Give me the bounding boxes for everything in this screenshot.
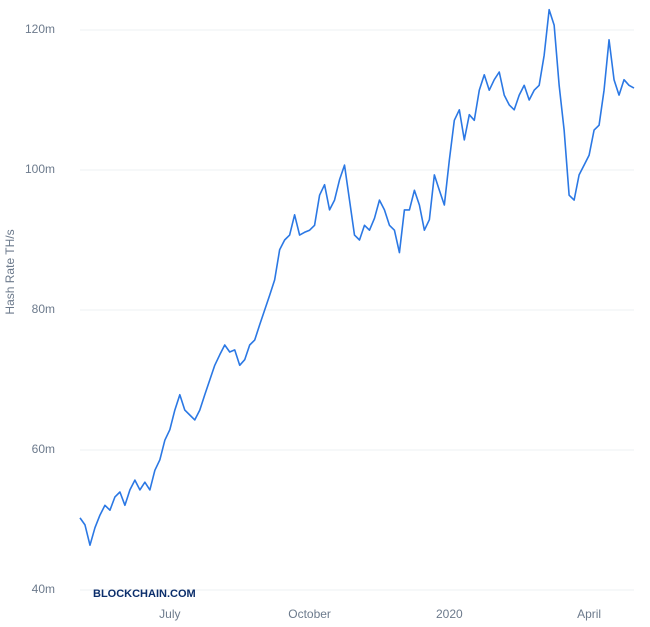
y-tick-label: 100m xyxy=(25,162,55,176)
y-tick-label: 60m xyxy=(32,442,55,456)
watermark: BLOCKCHAIN.COM xyxy=(93,588,196,600)
y-tick-label: 80m xyxy=(32,302,55,316)
x-tick-label: 2020 xyxy=(436,607,463,621)
x-tick-label: October xyxy=(288,607,331,621)
hash-rate-line xyxy=(79,8,635,546)
x-tick-label: July xyxy=(159,607,180,621)
y-axis-label: Hash Rate TH/s xyxy=(3,229,17,314)
y-tick-label: 120m xyxy=(25,22,55,36)
y-tick-label: 40m xyxy=(32,582,55,596)
x-tick-label: April xyxy=(577,607,601,621)
